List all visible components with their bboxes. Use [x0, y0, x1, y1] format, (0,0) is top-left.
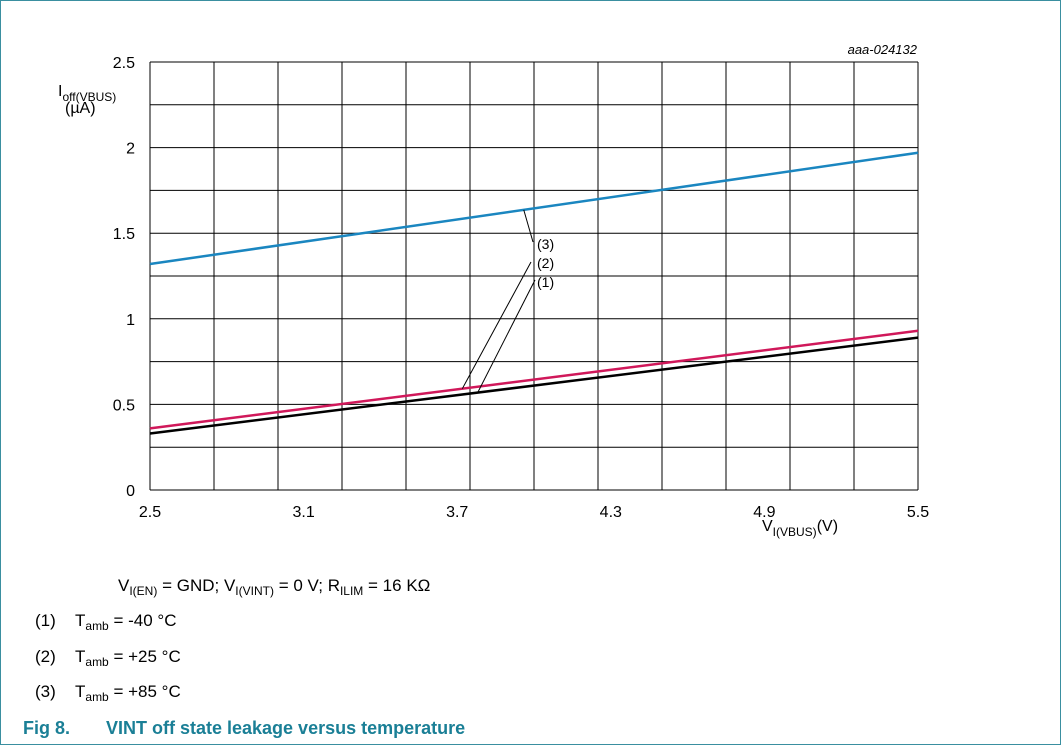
y-axis-unit: (µA): [65, 100, 96, 117]
x-tick-label: 5.5: [907, 504, 929, 521]
figure-number: Fig 8.: [23, 718, 71, 738]
note-1: (1) Tamb = -40 °C: [35, 611, 177, 633]
leakage-chart: 2.5 3.1 3.7 4.3 4.9 5.5 0 0.5 1 1.5 2 2.5 (3) (2) (1)…: [58, 42, 929, 539]
series-callouts: (3) (2) (1): [461, 209, 554, 393]
tick-labels: 2.5 3.1 3.7 4.3 4.9 5.5 0 0.5 1 1.5 2 2.5: [113, 55, 929, 521]
document-id: aaa-024132: [848, 42, 918, 57]
series-line-2: [149, 329, 919, 430]
series-label-3: (3): [537, 236, 554, 252]
figure-caption: Fig 8. VINT off state leakage versus temp…: [23, 718, 465, 739]
callout-leader-3: [523, 209, 534, 243]
callout-leader-1: [477, 279, 536, 393]
series-line-1: [149, 336, 919, 435]
y-tick-label: 2: [126, 141, 135, 158]
y-axis-label-main: I: [58, 83, 62, 100]
series-lines: [149, 151, 919, 435]
x-axis-label: VI(VBUS)(V): [762, 518, 838, 539]
figure-title: VINT off state leakage versus temperatur…: [106, 718, 466, 738]
chart-grid: [149, 61, 919, 491]
callout-leader-2: [461, 261, 532, 389]
y-tick-label: 2.5: [113, 55, 135, 72]
note-2: (2) Tamb = +25 °C: [35, 647, 181, 669]
y-tick-label: 1: [126, 312, 135, 329]
x-axis-label-unit: (V): [817, 518, 838, 535]
x-axis-label-sub: I(VBUS): [773, 525, 817, 539]
y-axis-label-sub: off(VBUS): [62, 90, 116, 104]
series-label-1: (1): [537, 274, 554, 290]
y-axis-label: Ioff(VBUS): [58, 83, 116, 104]
x-axis-label-main: V: [762, 518, 773, 535]
note-3: (3) Tamb = +85 °C: [35, 682, 181, 704]
x-tick-label: 4.3: [600, 504, 622, 521]
x-tick-label: 2.5: [139, 504, 161, 521]
series-label-2: (2): [537, 255, 554, 271]
x-tick-label: 3.1: [292, 504, 314, 521]
y-tick-label: 0.5: [113, 397, 135, 414]
y-tick-label: 1.5: [113, 226, 135, 243]
test-conditions: VI(EN) = GND; VI(VINT) = 0 V; RILIM = 16…: [118, 576, 431, 598]
x-tick-label: 3.7: [446, 504, 468, 521]
x-tick-label: 4.9: [753, 504, 775, 521]
y-tick-label: 0: [126, 483, 135, 500]
series-line-3: [149, 151, 919, 266]
